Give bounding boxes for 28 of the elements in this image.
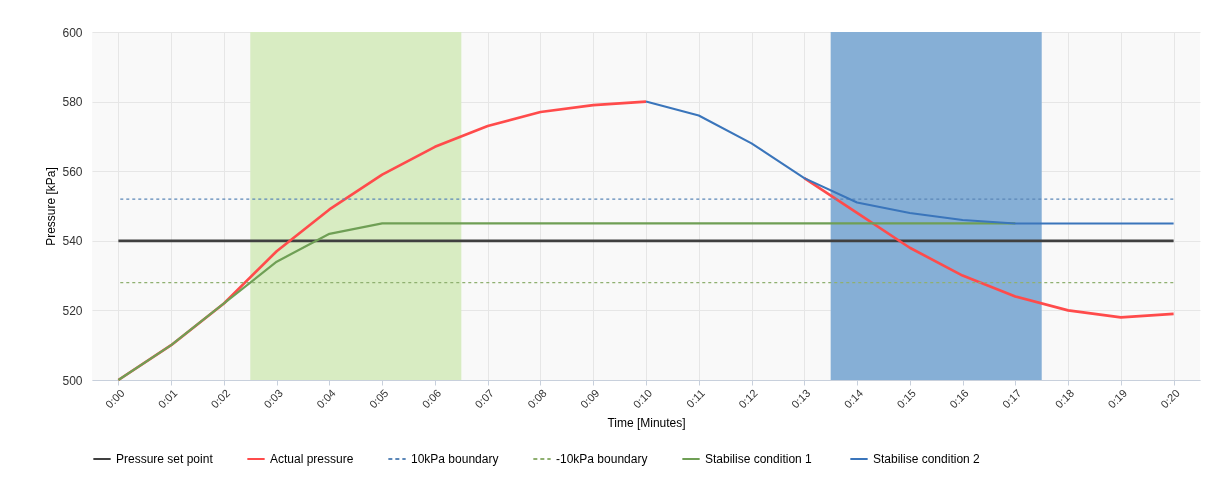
x-tick-label: 0:00 (103, 386, 127, 411)
legend-label: Pressure set point (116, 452, 214, 466)
y-tick-label: 580 (62, 95, 83, 110)
x-axis-title: Time [Minutes] (607, 416, 686, 431)
x-tick-label: 0:10 (630, 386, 655, 411)
x-tick-label: 0:09 (577, 386, 602, 411)
legend-label: Actual pressure (270, 452, 354, 466)
line-series (117, 222, 1017, 382)
y-axis-title: Pressure [kPa] (44, 167, 59, 246)
x-tick-label: 0:04 (314, 386, 338, 411)
x-tick-label: 0:11 (683, 386, 708, 410)
legend-label: 10kPa boundary (411, 452, 499, 466)
x-tick-label: 0:19 (1105, 386, 1130, 411)
line-series (644, 100, 1175, 225)
legend-label: -10kPa boundary (556, 452, 648, 466)
y-tick-label: 560 (62, 164, 83, 179)
y-tick-label: 500 (62, 373, 83, 388)
x-tick-label: 0:13 (788, 386, 813, 411)
y-tick-label: 600 (62, 25, 83, 40)
legend-label: Stabilise condition 2 (873, 452, 981, 466)
y-tick-label: 540 (62, 234, 83, 249)
x-tick-label: 0:02 (208, 386, 233, 411)
x-tick-label: 0:20 (1158, 386, 1182, 411)
x-tick-label: 0:18 (1052, 386, 1077, 411)
x-tick-label: 0:06 (419, 386, 444, 411)
x-tick-label: 0:01 (155, 386, 180, 411)
legend-label: Stabilise condition 1 (705, 452, 813, 466)
y-tick-label: 520 (62, 303, 83, 318)
